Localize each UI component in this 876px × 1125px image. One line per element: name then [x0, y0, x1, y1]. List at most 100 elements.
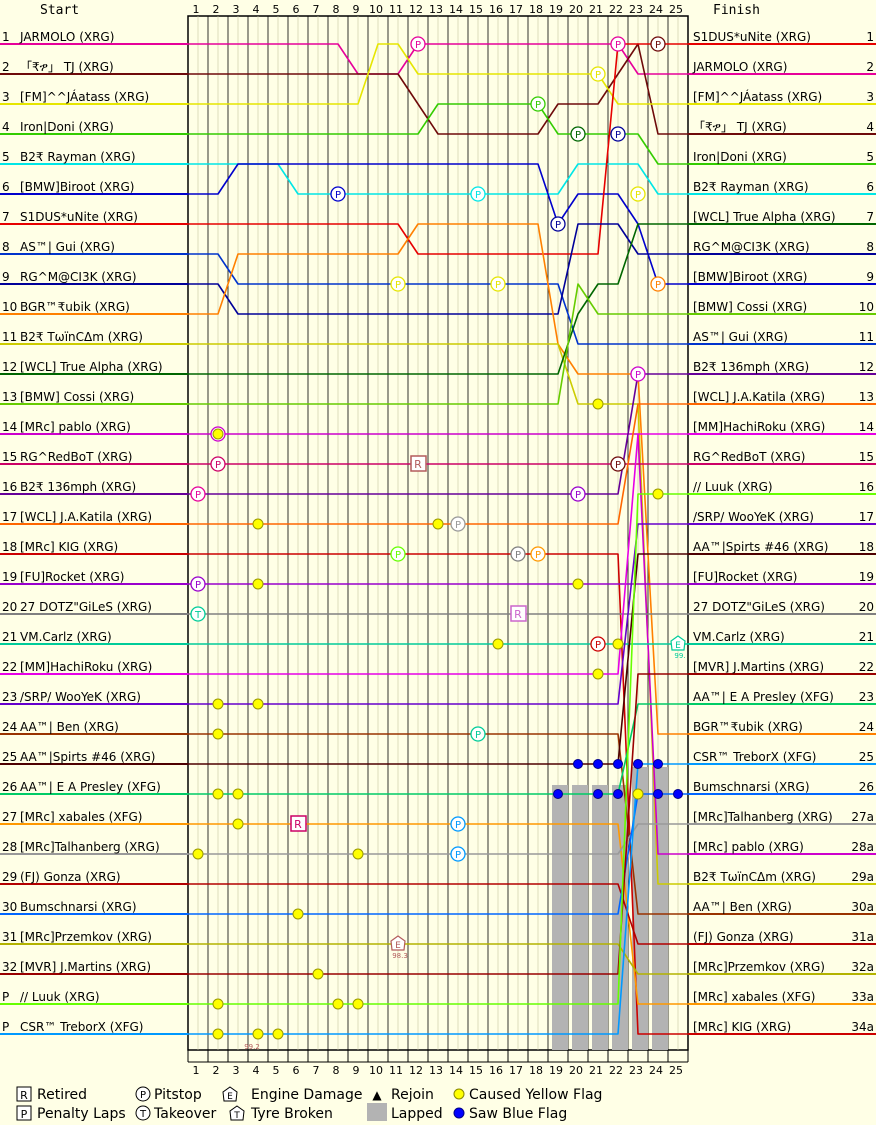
lap-label-bottom: 22	[609, 1064, 623, 1077]
legend-rejoin: ▲ Rejoin	[372, 1087, 434, 1103]
pitstop-marker	[610, 456, 626, 472]
blue-flag-dot	[593, 789, 603, 799]
start-driver-name: [BMW]Biroot (XRG)	[20, 180, 134, 194]
series-line	[188, 733, 688, 915]
pitstop-marker	[630, 366, 646, 382]
yellow-flag-dot	[292, 908, 304, 920]
lap-label-top: 12	[409, 3, 423, 16]
pitstop-marker	[210, 456, 226, 472]
series-line	[188, 43, 688, 135]
lap-label-bottom: 10	[369, 1064, 383, 1077]
legend-tyre: T Tyre Broken	[229, 1105, 333, 1122]
yellow-flag-dot	[612, 638, 624, 650]
pitstop-marker-letter: P	[655, 40, 661, 51]
finish-position-label: 24	[859, 720, 874, 734]
retired-marker	[410, 455, 427, 472]
lap-label-bottom: 4	[253, 1064, 260, 1077]
lap-label-bottom: 12	[409, 1064, 423, 1077]
blue-flag-dot	[613, 789, 623, 799]
pitstop-marker-letter: P	[395, 280, 401, 291]
lap-label-top: 9	[353, 3, 360, 16]
pitstop-marker-letter: P	[595, 70, 601, 81]
rejoin-icon: ▲	[372, 1088, 382, 1102]
start-position-label: 4	[2, 120, 10, 134]
series-line	[188, 433, 688, 675]
pitstop-marker	[570, 486, 586, 502]
finish-driver-name: Bumschnarsi (XRG)	[693, 780, 810, 794]
legend-rejoin-label: Rejoin	[391, 1087, 434, 1103]
pitstop-marker	[490, 276, 506, 292]
pitstop-marker-letter: P	[515, 550, 521, 561]
finish-driver-name: B2₹ Rayman (XRG)	[693, 180, 809, 194]
start-driver-name: [MRc]Przemkov (XRG)	[20, 930, 152, 944]
lap-label-bottom: 23	[629, 1064, 643, 1077]
yellow-flag-dot	[492, 638, 504, 650]
pitstop-marker	[530, 546, 546, 562]
start-position-label: 32	[2, 960, 17, 974]
yellow-flag-dot	[252, 698, 264, 710]
start-driver-name: CSR™ TreborX (XFG)	[20, 1020, 143, 1034]
finish-position-label: 2	[866, 60, 874, 74]
finish-position-label: 9	[866, 270, 874, 284]
start-position-label: 2	[2, 60, 10, 74]
legend-engine-label: Engine Damage	[251, 1087, 363, 1103]
yellow-flag-dot	[212, 998, 224, 1010]
yellow-flag-dot	[312, 968, 324, 980]
start-driver-name: [MRc]Talhanberg (XRG)	[20, 840, 160, 854]
legend-takeover-label: Takeover	[153, 1106, 216, 1122]
pitstop-marker	[590, 66, 606, 82]
start-driver-name: [FM]^^JÁatass (XRG)	[20, 89, 149, 104]
retired-marker-letter: R	[294, 818, 302, 831]
pitstop-marker	[510, 546, 526, 562]
finish-position-label: 22	[859, 660, 874, 674]
engine-damage-icon	[222, 1086, 238, 1102]
start-position-label: 10	[2, 300, 17, 314]
pitstop-marker-letter: P	[455, 850, 461, 861]
pitstop-symbol: P	[140, 1090, 146, 1101]
finish-driver-name: [FU]Rocket (XRG)	[693, 570, 797, 584]
start-driver-name: [MRc] KIG (XRG)	[20, 540, 118, 554]
start-driver-name: B2₹ TωïnCΔm (XRG)	[20, 330, 143, 344]
pitstop-marker-letter: P	[475, 190, 481, 201]
pitstop-marker-letter: P	[395, 550, 401, 561]
finish-driver-name: [BMW]Biroot (XRG)	[693, 270, 807, 284]
engine-marker-note: 98.3	[392, 952, 408, 960]
pitstop-marker	[390, 546, 406, 562]
yellow-flag-icon	[453, 1088, 465, 1100]
pitstop-marker-letter: P	[615, 130, 621, 141]
finish-position-label: 32a	[851, 960, 874, 974]
lap-label-bottom: 2	[213, 1064, 220, 1077]
start-position-label: 28	[2, 840, 17, 854]
finish-driver-name: [MRc] KIG (XRG)	[693, 1020, 791, 1034]
engine-marker-note: 99.	[674, 652, 685, 660]
start-position-label: 20	[2, 600, 17, 614]
series-line	[188, 43, 688, 255]
pitstop-marker-letter: P	[455, 820, 461, 831]
lap-label-top: 15	[469, 3, 483, 16]
pitstop-marker-letter: P	[215, 460, 221, 471]
takeover-symbol: T	[139, 1109, 147, 1120]
yellow-flag-dot	[212, 728, 224, 740]
pitstop-marker	[570, 126, 586, 142]
start-position-label: 14	[2, 420, 17, 434]
start-position-label: 15	[2, 450, 17, 464]
pitstop-marker	[470, 726, 486, 742]
finish-position-label: 23	[859, 690, 874, 704]
blue-flag-dot	[653, 759, 663, 769]
start-position-label: 8	[2, 240, 10, 254]
legend-engine: E Engine Damage	[222, 1086, 363, 1103]
pitstop-marker-letter: P	[575, 130, 581, 141]
lap-label-top: 20	[569, 3, 583, 16]
yellow-flag-dot	[252, 1028, 264, 1040]
series-line	[188, 763, 688, 1035]
legend-retired-label: Retired	[37, 1087, 87, 1103]
lap-label-bottom: 1	[193, 1064, 200, 1077]
finish-position-label: 18	[859, 540, 874, 554]
yellow-flag-dot	[212, 1028, 224, 1040]
retired-marker	[290, 815, 307, 832]
finish-position-label: 29a	[851, 870, 874, 884]
finish-position-label: 1	[866, 30, 874, 44]
series-line	[188, 553, 688, 765]
lap-label-bottom: 3	[233, 1064, 240, 1077]
lap-label-top: 5	[273, 3, 280, 16]
